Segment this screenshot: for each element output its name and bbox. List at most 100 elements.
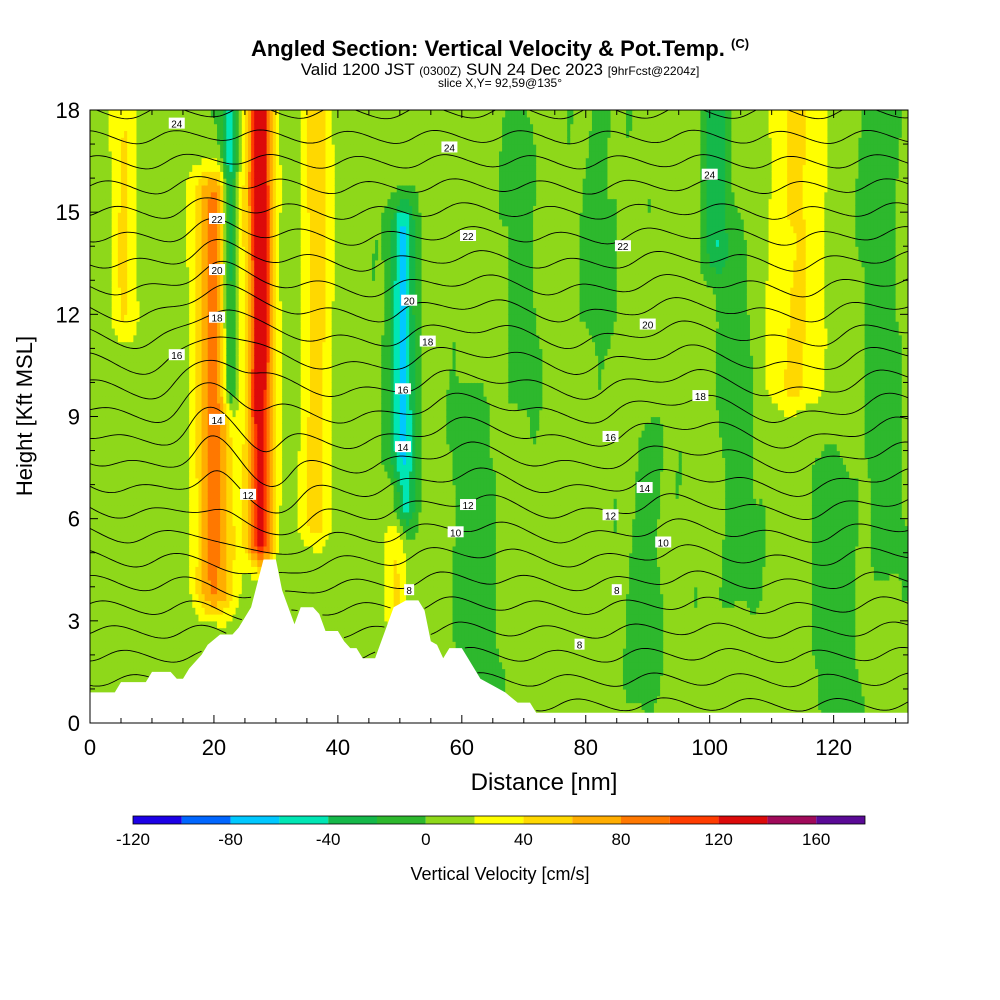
velocity-cell — [204, 293, 209, 302]
velocity-cell — [176, 184, 181, 193]
velocity-cell — [210, 198, 215, 206]
velocity-cell — [142, 525, 147, 533]
velocity-cell — [158, 545, 162, 554]
velocity-cell — [130, 334, 134, 343]
velocity-cell — [105, 307, 110, 315]
velocity-cell — [130, 600, 134, 608]
velocity-cell — [195, 498, 200, 506]
velocity-cell — [207, 205, 212, 213]
velocity-cell — [145, 491, 150, 499]
velocity-cell — [170, 470, 175, 479]
velocity-cell — [145, 110, 150, 118]
velocity-cell — [145, 518, 150, 527]
velocity-cell — [114, 253, 119, 261]
velocity-cell — [108, 259, 113, 268]
velocity-cell — [195, 362, 200, 370]
velocity-cell — [182, 600, 187, 608]
velocity-cell — [108, 573, 113, 581]
velocity-cell — [207, 498, 212, 506]
velocity-cell — [136, 668, 141, 676]
velocity-cell — [204, 368, 209, 377]
velocity-cell — [99, 110, 103, 111]
velocity-cell — [204, 518, 209, 527]
velocity-cell — [179, 362, 184, 370]
velocity-cell — [189, 218, 193, 227]
velocity-cell — [105, 641, 110, 649]
velocity-cell — [170, 402, 175, 411]
velocity-cell — [210, 525, 215, 533]
velocity-cell — [93, 191, 97, 200]
velocity-cell — [108, 218, 113, 227]
velocity-cell — [139, 518, 144, 527]
velocity-cell — [158, 382, 162, 390]
velocity-cell — [111, 280, 116, 288]
velocity-cell — [204, 307, 209, 315]
velocity-cell — [210, 321, 215, 329]
velocity-cell — [108, 144, 113, 152]
velocity-cell — [93, 545, 97, 554]
velocity-cell — [145, 620, 150, 629]
velocity-cell — [130, 293, 134, 302]
velocity-cell — [136, 110, 141, 118]
velocity-cell — [186, 600, 190, 608]
velocity-cell — [198, 586, 203, 595]
velocity-cell — [210, 144, 215, 152]
velocity-cell — [201, 450, 206, 458]
velocity-cell — [155, 409, 159, 418]
velocity-cell — [195, 593, 200, 601]
velocity-cell — [155, 566, 159, 574]
velocity-cell — [155, 396, 159, 404]
velocity-cell — [127, 205, 131, 213]
velocity-cell — [148, 654, 153, 663]
velocity-cell — [102, 505, 107, 513]
velocity-cell — [90, 348, 94, 356]
velocity-cell — [105, 634, 110, 642]
velocity-cell — [167, 409, 172, 418]
velocity-cell — [102, 668, 107, 676]
velocity-cell — [139, 348, 144, 356]
velocity-cell — [179, 470, 184, 479]
velocity-cell — [170, 573, 175, 581]
velocity-cell — [173, 130, 178, 138]
velocity-cell — [186, 545, 190, 554]
velocity-cell — [139, 110, 144, 111]
velocity-cell — [148, 110, 153, 111]
velocity-cell — [111, 300, 116, 309]
velocity-cell — [111, 668, 116, 676]
velocity-cell — [189, 314, 193, 322]
velocity-cell — [186, 443, 190, 452]
velocity-cell — [170, 212, 175, 220]
velocity-cell — [133, 641, 138, 649]
velocity-cell — [161, 116, 165, 125]
velocity-cell — [192, 620, 196, 629]
velocity-cell — [105, 212, 110, 220]
velocity-cell — [151, 239, 156, 247]
velocity-cell — [158, 539, 162, 547]
velocity-cell — [151, 110, 156, 118]
velocity-cell — [189, 593, 193, 601]
velocity-cell — [142, 498, 147, 506]
velocity-cell — [210, 450, 215, 458]
velocity-cell — [158, 362, 162, 370]
velocity-cell — [130, 579, 134, 588]
velocity-cell — [99, 307, 103, 315]
velocity-cell — [213, 287, 218, 295]
velocity-cell — [99, 668, 103, 676]
velocity-cell — [90, 232, 94, 241]
velocity-cell — [105, 110, 110, 111]
velocity-cell — [207, 321, 212, 329]
velocity-cell — [164, 375, 169, 384]
velocity-cell — [96, 321, 100, 329]
velocity-cell — [127, 368, 131, 377]
velocity-cell — [173, 511, 178, 520]
velocity-cell — [105, 280, 110, 288]
velocity-cell — [161, 539, 165, 547]
velocity-cell — [111, 416, 116, 424]
velocity-cell — [139, 511, 144, 520]
velocity-cell — [139, 648, 144, 656]
velocity-cell — [111, 198, 116, 206]
velocity-cell — [173, 470, 178, 479]
velocity-cell — [148, 511, 153, 520]
velocity-cell — [90, 239, 94, 247]
velocity-cell — [96, 314, 100, 322]
